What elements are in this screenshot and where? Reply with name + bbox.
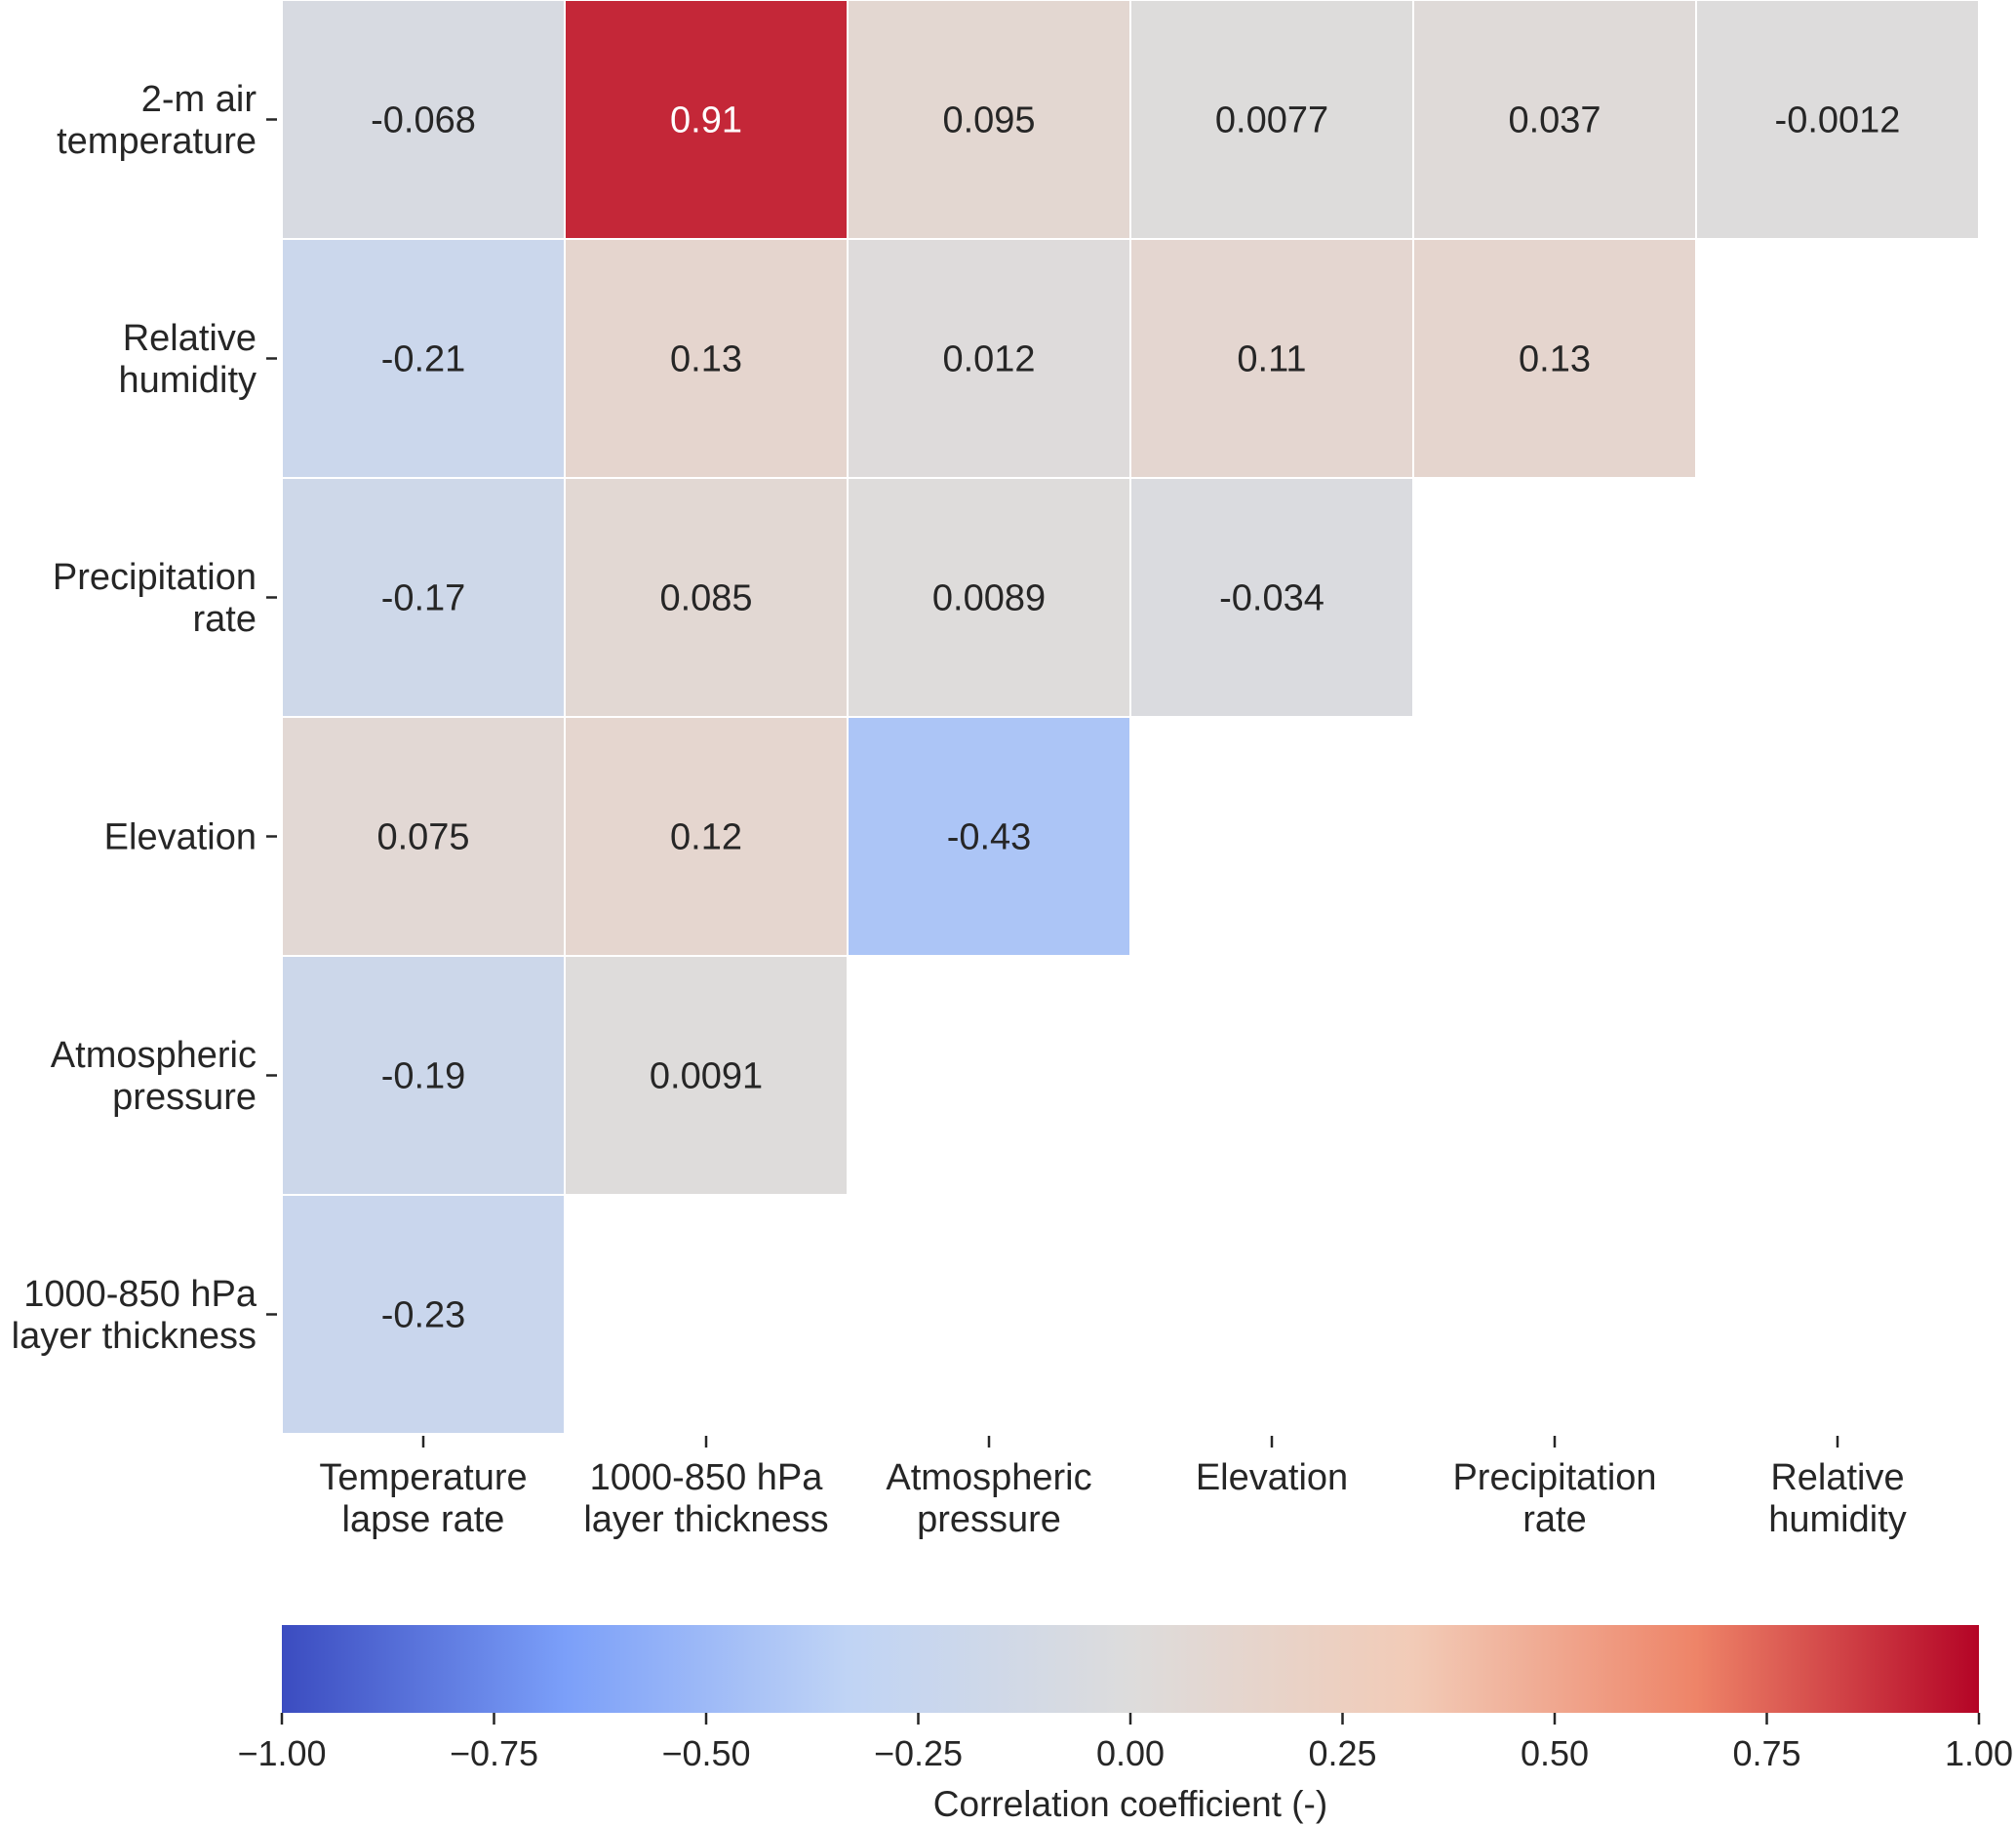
y-tick-label-line: Atmospheric	[51, 1035, 257, 1076]
heatmap-cell-value: 0.075	[376, 817, 469, 858]
x-tick-label-line: lapse rate	[342, 1499, 505, 1540]
x-tick-label-line: Elevation	[1196, 1457, 1348, 1498]
heatmap-cell	[1129, 477, 1414, 718]
heatmap-cell-value: -0.0012	[1775, 100, 1901, 141]
heatmap-cell	[1129, 0, 1414, 240]
heatmap-cell-value: 0.11	[1237, 339, 1306, 380]
x-tick-label-line: rate	[1522, 1499, 1586, 1540]
heatmap-cell	[564, 716, 849, 957]
y-tick-label-line: 2-m air	[141, 79, 257, 120]
heatmap-cell-value: 0.0091	[650, 1056, 763, 1097]
heatmap-cell	[847, 477, 1131, 718]
y-tick-label-line: rate	[193, 599, 257, 640]
y-tick-label-line: Elevation	[104, 817, 257, 858]
heatmap-cell-value: -0.17	[381, 578, 466, 619]
heatmap-cells	[281, 0, 1980, 1435]
colorbar: −1.00 −0.75 −0.50 −0.25 0.00 0.25 0.50 0.75 1.00…	[237, 1625, 2013, 1824]
heatmap-cell-value: 0.095	[942, 100, 1035, 141]
heatmap-cell-value: -0.034	[1219, 578, 1324, 619]
y-tick-label: 2-m air temperature	[57, 79, 257, 162]
x-tick-label-line: Precipitation	[1452, 1457, 1656, 1498]
x-tick-label: Precipitation rate	[1452, 1457, 1656, 1540]
heatmap-cell	[847, 238, 1131, 479]
heatmap-cell-value: -0.43	[947, 817, 1032, 858]
y-tick-label: 1000-850 hPa layer thickness	[12, 1274, 257, 1357]
colorbar-tick-label: −0.25	[874, 1733, 963, 1773]
y-tick-label-line: layer thickness	[12, 1316, 257, 1357]
y-tick-label: Precipitation rate	[53, 557, 257, 640]
heatmap-cell-value: 0.037	[1508, 100, 1601, 141]
colorbar-bar	[282, 1625, 1979, 1713]
x-tick-label: Elevation	[1196, 1457, 1348, 1498]
colorbar-label: Correlation coefficient (-)	[933, 1784, 1327, 1824]
heatmap-cell-value: -0.23	[381, 1295, 466, 1336]
x-tick-label-line: humidity	[1768, 1499, 1907, 1540]
y-tick-label-line: pressure	[112, 1077, 257, 1118]
heatmap-cell	[1412, 0, 1697, 240]
heatmap-cell	[1129, 238, 1414, 479]
heatmap-cell-value: -0.19	[381, 1056, 466, 1097]
colorbar-tick-label: 0.00	[1096, 1733, 1165, 1773]
x-axis: Temperature lapse rate 1000-850 hPa layer t…	[319, 1436, 1907, 1540]
heatmap-cell	[1412, 238, 1697, 479]
x-tick-label: Atmospheric pressure	[886, 1457, 1091, 1540]
heatmap-cell	[281, 955, 566, 1196]
heatmap-cell-value: -0.21	[381, 339, 466, 380]
x-tick-label-line: 1000-850 hPa	[590, 1457, 824, 1498]
x-tick-label: Relative humidity	[1768, 1457, 1907, 1540]
heatmap-cell-value: 0.12	[670, 817, 742, 858]
heatmap-cell	[564, 238, 849, 479]
x-tick-label: 1000-850 hPa layer thickness	[583, 1457, 828, 1540]
heatmap-cell-value: 0.0077	[1215, 100, 1328, 141]
heatmap-cell	[281, 477, 566, 718]
colorbar-tick-label: −0.75	[450, 1733, 538, 1773]
y-axis: 2-m air temperature Relative humidity Precip…	[12, 79, 277, 1357]
y-tick-label-line: 1000-850 hPa	[23, 1274, 257, 1315]
colorbar-tick-label: −0.50	[661, 1733, 750, 1773]
heatmap-cell	[847, 716, 1131, 957]
x-tick-label-line: Temperature	[319, 1457, 527, 1498]
heatmap-cell	[281, 238, 566, 479]
y-tick-label-line: Relative	[123, 318, 257, 359]
heatmap-cell-value: 0.0089	[932, 578, 1046, 619]
heatmap-cell	[281, 0, 566, 240]
colorbar-tick-label: 0.50	[1521, 1733, 1589, 1773]
heatmap-cell-value: 0.012	[942, 339, 1035, 380]
colorbar-ticks: −1.00 −0.75 −0.50 −0.25 0.00 0.25 0.50 0.75 1.00	[237, 1713, 2013, 1773]
colorbar-tick-label: −1.00	[237, 1733, 326, 1773]
x-tick-label-line: Atmospheric	[886, 1457, 1091, 1498]
y-tick-label: Atmospheric pressure	[51, 1035, 257, 1118]
colorbar-tick-label: 0.75	[1732, 1733, 1800, 1773]
heatmap-cell	[564, 477, 849, 718]
x-tick-label-line: Relative	[1770, 1457, 1904, 1498]
heatmap-cell	[1695, 0, 1980, 240]
heatmap-cell	[847, 0, 1131, 240]
y-tick-label: Relative humidity	[119, 318, 257, 401]
heatmap-cell	[564, 955, 849, 1196]
y-tick-label-line: temperature	[57, 121, 257, 162]
x-tick-label: Temperature lapse rate	[319, 1457, 527, 1540]
heatmap-cell-value: 0.91	[670, 100, 742, 141]
heatmap-cell	[281, 716, 566, 957]
colorbar-tick-label: 0.25	[1308, 1733, 1376, 1773]
heatmap-cell-value: 0.13	[670, 339, 742, 380]
heatmap-cell-value: 0.13	[1519, 339, 1591, 380]
colorbar-tick-label: 1.00	[1945, 1733, 2013, 1773]
heatmap-cell-value: -0.068	[371, 100, 476, 141]
x-tick-label-line: layer thickness	[583, 1499, 828, 1540]
y-tick-label-line: humidity	[119, 360, 257, 401]
heatmap-cell	[564, 0, 849, 240]
heatmap-cell-value: 0.085	[659, 578, 752, 619]
y-tick-label-line: Precipitation	[53, 557, 257, 598]
x-tick-label-line: pressure	[917, 1499, 1061, 1540]
heatmap-value-labels: -0.068 0.91 0.095 0.0077 0.037 -0.0012 -0.21 0.…	[371, 100, 1900, 1336]
y-tick-label: Elevation	[104, 817, 257, 858]
heatmap-cell	[281, 1194, 566, 1435]
